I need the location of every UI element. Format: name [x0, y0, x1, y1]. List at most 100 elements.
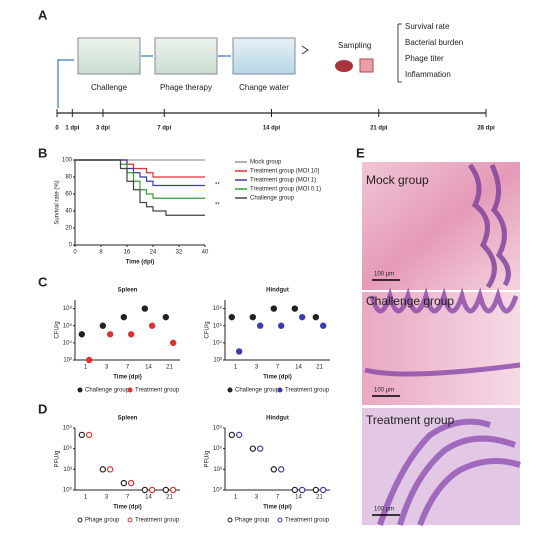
legend-label: Challenge group [250, 196, 295, 202]
y-tick-label: 10⁰ [213, 487, 223, 494]
annotation: ** [215, 183, 220, 189]
x-axis-label: Time (dpi) [263, 505, 292, 511]
x-tick-label: 1 [234, 495, 238, 501]
y-tick-label: 10⁴ [213, 339, 223, 346]
x-tick-label: 0 [73, 250, 77, 256]
chart-title: Hindgut [266, 288, 289, 294]
annotation: ** [215, 203, 220, 209]
data-point [298, 486, 306, 494]
data-point [99, 322, 107, 329]
image-label: Mock group [366, 173, 429, 187]
y-tick-label: 100 [62, 158, 73, 164]
image-label: Treatment group [366, 413, 455, 427]
timeline-label: 28 dpi [477, 126, 495, 132]
data-point [256, 445, 264, 452]
tank [154, 37, 218, 75]
x-tick-label: 3 [105, 495, 109, 501]
legend-swatch [277, 517, 283, 523]
y-tick-label: 20 [65, 226, 72, 232]
y-tick-label: 10⁸ [63, 305, 73, 312]
data-point [235, 348, 243, 355]
data-point [141, 486, 149, 494]
legend-swatch [227, 387, 233, 393]
data-point [106, 331, 114, 338]
x-tick-label: 14 [145, 495, 152, 501]
x-axis-label: Time (dpi) [113, 505, 142, 511]
legend-label: Challenge group [235, 388, 280, 394]
data-point [277, 322, 285, 329]
panel-label: A [38, 7, 48, 22]
x-tick-label: 1 [234, 365, 238, 371]
step-label: Phage therapy [160, 83, 212, 92]
scale-label: 100 μm [374, 388, 394, 394]
y-axis-label: PFU/g [205, 450, 211, 467]
data-point [270, 305, 278, 312]
data-point [106, 466, 114, 473]
x-axis-label: Time (dpi) [126, 260, 155, 266]
legend-label: Treatment group (MOI 10) [250, 169, 319, 175]
data-point [127, 331, 135, 338]
legend-label: Treatment group (MOI 1) [250, 178, 316, 184]
data-point [228, 431, 236, 439]
x-tick-label: 21 [166, 495, 173, 501]
data-point [256, 322, 264, 329]
y-tick-label: 80 [65, 175, 72, 181]
x-tick-label: 7 [276, 365, 280, 371]
scale-label: 100 μm [374, 272, 394, 278]
data-point [235, 431, 243, 439]
sampling-label: Sampling [338, 41, 371, 50]
y-axis-label: PFU/g [55, 450, 61, 467]
x-tick-label: 32 [176, 250, 183, 256]
x-tick-label: 7 [276, 495, 280, 501]
data-point [319, 322, 327, 329]
survival-line [75, 159, 205, 187]
legend-swatch [77, 517, 83, 523]
step-label: Challenge [91, 83, 128, 92]
chart-title: Spleen [118, 288, 138, 294]
organ-icon [335, 60, 353, 72]
x-tick-label: 14 [145, 365, 152, 371]
watermark: Journ [331, 0, 515, 9]
legend-swatch [277, 387, 283, 393]
data-point [85, 431, 93, 439]
x-tick-label: 14 [295, 495, 302, 501]
timeline-label: 3 dpi [96, 126, 110, 132]
data-point [270, 466, 278, 473]
y-tick-label: 10⁰ [63, 487, 73, 494]
legend-swatch [77, 387, 83, 393]
x-tick-label: 21 [316, 365, 323, 371]
legend-swatch [127, 387, 133, 393]
step-label: Change water [239, 83, 289, 92]
chart-title: Spleen [118, 416, 138, 422]
y-tick-label: 10⁹ [213, 425, 223, 432]
x-tick-label: 7 [126, 365, 130, 371]
outcome: Survival rate [405, 22, 450, 31]
y-axis-label: CFU/g [55, 321, 61, 338]
data-point [298, 313, 306, 321]
flow-arrow [57, 55, 231, 108]
y-tick-label: 10⁶ [213, 445, 223, 452]
data-point [162, 313, 170, 321]
data-point [78, 431, 86, 439]
y-tick-label: 10² [63, 358, 72, 364]
x-tick-label: 7 [126, 495, 130, 501]
data-point [169, 339, 177, 347]
y-tick-label: 10⁶ [63, 445, 73, 452]
y-tick-label: 0 [69, 243, 73, 249]
data-point [99, 466, 107, 473]
timeline-label: 14 dpi [263, 126, 281, 132]
legend-swatch [127, 517, 133, 523]
histology [362, 162, 521, 527]
data-point [249, 445, 257, 452]
panel-label: C [38, 274, 48, 289]
data-point [120, 479, 128, 487]
data-point [148, 486, 156, 494]
tank [77, 37, 141, 75]
x-tick-label: 16 [124, 250, 131, 256]
tissue [467, 163, 511, 289]
tissue [377, 418, 521, 527]
y-tick-label: 10³ [213, 467, 222, 473]
panel-label: E [356, 145, 365, 160]
y-tick-label: 10³ [63, 467, 72, 473]
